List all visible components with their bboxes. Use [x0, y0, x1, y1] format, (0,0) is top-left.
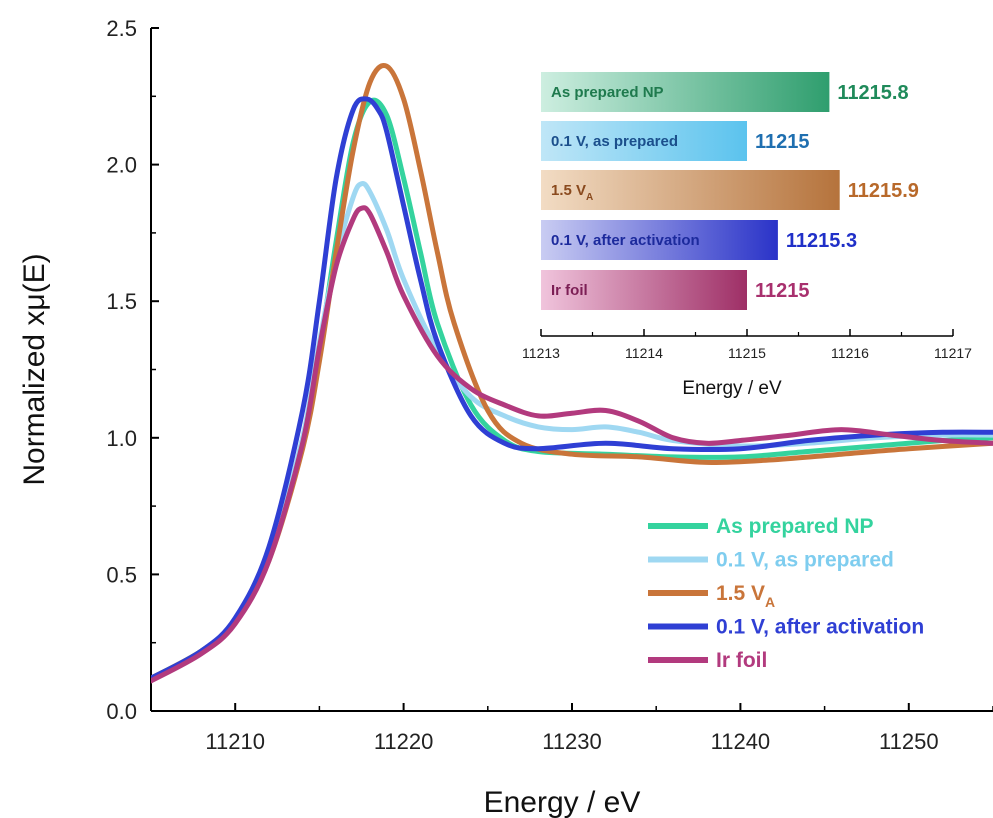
y-tick-label: 2.0	[106, 153, 137, 178]
legend-label: 0.1 V, as prepared	[716, 549, 894, 572]
series-line-4	[151, 205, 993, 684]
x-tick-label: 11240	[711, 729, 771, 754]
inset-bar-value: 11215.8	[837, 82, 908, 104]
main-plot-series	[151, 63, 993, 684]
inset-x-axis-title: Energy / eV	[682, 378, 782, 399]
inset-bar	[541, 121, 747, 161]
legend-label-subscript: A	[765, 594, 775, 610]
legend-label: 1.5 VA	[716, 582, 775, 610]
inset-bar-label: As prepared NP	[551, 84, 664, 101]
y-tick-label: 1.0	[106, 426, 137, 451]
inset-bar-label: 1.5 VA	[551, 182, 593, 203]
x-tick-label: 11250	[879, 729, 939, 754]
legend-label-text: As prepared NP	[716, 515, 874, 538]
x-axis-title: Energy / eV	[484, 786, 641, 818]
inset-bar-value: 11215.3	[786, 230, 857, 252]
legend-label: 0.1 V, after activation	[716, 616, 924, 639]
inset-bar-chart: As prepared NP 11215.8 0.1 V, as prepared 1…	[522, 72, 972, 399]
y-axis-title: Normalized xμ(E)	[18, 253, 51, 485]
inset-bar	[541, 220, 778, 260]
legend-label: Ir foil	[716, 649, 767, 672]
legend-label-text: 0.1 V, after activation	[716, 616, 924, 639]
inset-bar-value: 11215	[755, 280, 810, 302]
inset-bar-label-text: 0.1 V, after activation	[551, 232, 700, 249]
inset-bar-label: 0.1 V, as prepared	[551, 133, 678, 150]
y-tick-label: 2.5	[106, 16, 137, 41]
x-tick-label: 11220	[374, 729, 434, 754]
series-line-3	[151, 96, 993, 681]
inset-bar-label-text: Ir foil	[551, 282, 588, 299]
y-tick-label: 0.0	[106, 699, 137, 724]
y-tick-label: 0.5	[106, 562, 137, 587]
inset-bar-label: Ir foil	[551, 282, 588, 299]
inset-x-tick-label: 11217	[934, 345, 972, 361]
legend-label-text: 0.1 V, as prepared	[716, 549, 894, 572]
inset-bar-label-text: 1.5 V	[551, 182, 586, 199]
inset-bar-label: 0.1 V, after activation	[551, 232, 700, 249]
inset-bar-value: 11215	[755, 131, 810, 153]
legend: As prepared NP 0.1 V, as prepared 1.5 VA 0.…	[648, 515, 924, 672]
legend-label: As prepared NP	[716, 515, 874, 538]
inset-x-tick-label: 11216	[831, 345, 869, 361]
inset-bar	[541, 270, 747, 310]
inset-bar-label-text: 0.1 V, as prepared	[551, 133, 678, 150]
inset-x-tick-label: 11213	[522, 345, 560, 361]
inset-x-tick-label: 11215	[728, 345, 766, 361]
inset-x-tick-label: 11214	[625, 345, 663, 361]
legend-label-text: 1.5 V	[716, 582, 765, 605]
inset-bar	[541, 72, 830, 112]
inset-bar-label-subscript: A	[586, 192, 593, 203]
y-tick-label: 1.5	[106, 289, 137, 314]
x-tick-label: 11210	[205, 729, 265, 754]
inset-bar-label-text: As prepared NP	[551, 84, 664, 101]
inset-bar	[541, 170, 840, 210]
x-tick-label: 11230	[542, 729, 602, 754]
inset-bar-value: 11215.9	[848, 180, 919, 202]
legend-label-text: Ir foil	[716, 649, 767, 672]
main-plot-axes: 0.0 0.5 1.0 1.5 2.0 2.5 11210 11220 11230 11240 11…	[18, 16, 993, 818]
